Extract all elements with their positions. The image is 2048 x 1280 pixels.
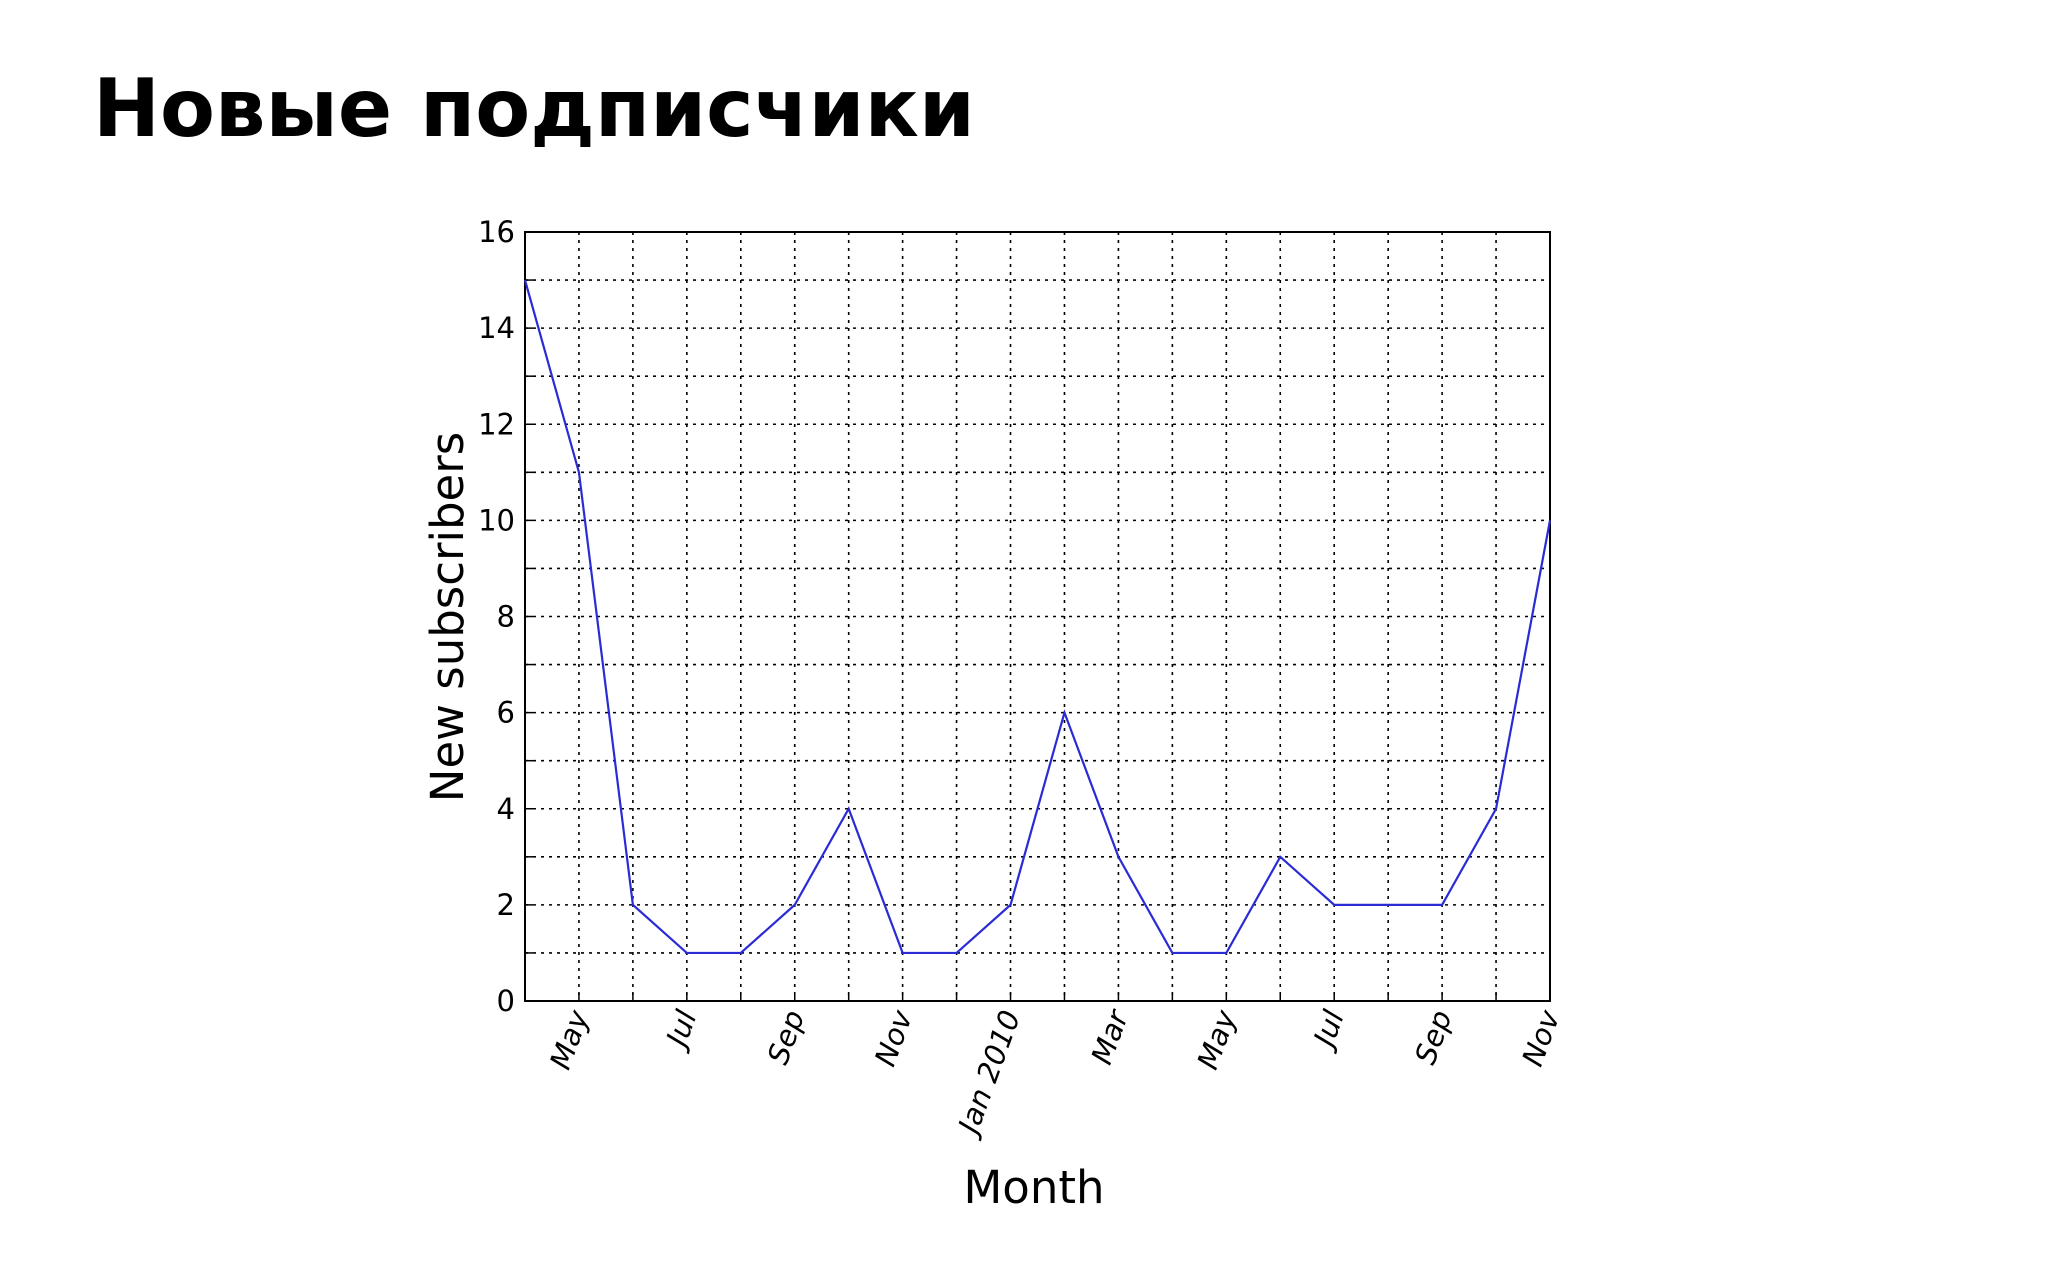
x-axis-label: Month [963,1161,1104,1214]
y-axis-label: New subscribers [421,432,474,802]
x-tick-label: Mar [1084,1004,1135,1069]
y-tick-label: 8 [497,600,515,634]
x-tick-label: Jan 2010 [950,1006,1027,1142]
y-tick-label: 2 [497,888,515,922]
y-tick-label: 4 [497,792,515,826]
x-tick-label: Jul [1305,1006,1351,1055]
plot-frame [524,231,1551,1002]
y-tick-label: 6 [497,696,515,730]
x-tick-label: May [543,1005,596,1074]
y-tick-label: 12 [478,407,515,441]
x-tick-label: Sep [1408,1006,1459,1069]
y-tick-label: 0 [497,984,515,1018]
x-tick-label: Jul [658,1006,704,1055]
x-tick-label: Sep [761,1006,812,1069]
x-tick-label: May [1190,1005,1243,1074]
y-tick-label: 16 [478,215,515,249]
y-tick-label: 10 [478,503,515,537]
data-line [523,279,1552,955]
x-tick-label: Nov [1515,1005,1567,1071]
x-tick-label: Nov [868,1005,920,1071]
page-title: Новые подписчики [93,62,975,155]
y-tick-label: 14 [478,311,515,345]
